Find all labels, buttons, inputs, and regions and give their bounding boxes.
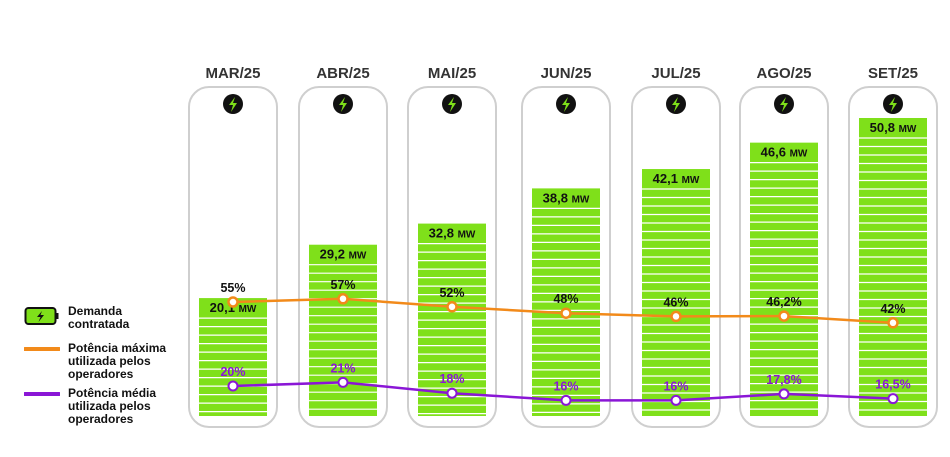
bar-value-label: 42,1 MW [653,171,700,186]
avg-power-point [337,376,349,388]
bar-value-label: 38,8 MW [543,190,590,205]
avg-power-point [887,393,899,405]
avg-power-label: 20% [220,365,245,379]
avg-power-label: 17,8% [766,373,801,387]
avg-power-label: 16% [663,379,688,393]
max-power-label: 42% [880,302,905,316]
battery-icon [24,307,59,325]
purple-line-swatch [24,392,60,396]
max-power-label: 52% [439,286,464,300]
month-label: JUL/25 [651,65,700,82]
max-power-label: 48% [553,292,578,306]
bar [309,244,377,416]
bar [199,298,267,416]
avg-power-point [446,387,458,399]
max-power-label: 46% [663,295,688,309]
bolt-icon [339,97,347,112]
bar-value-label: 46,6 MW [761,145,808,160]
month-label: AGO/25 [756,65,811,82]
bar [859,118,927,416]
bolt-icon [562,97,570,112]
legend-potencia-media: Potência média utilizada pelos operadore… [24,387,184,426]
legend-potencia-maxima: Potência máxima utilizada pelos operador… [24,342,184,381]
avg-power-point [560,394,572,406]
month-label: JUN/25 [541,65,592,82]
avg-power-point [670,394,682,406]
avg-power-point [778,388,790,400]
max-power-point [670,310,682,323]
bar-value-label: 29,2 MW [320,247,367,262]
bar-value-label: 50,8 MW [870,120,917,135]
max-power-point [560,307,572,319]
max-power-point [446,301,458,313]
avg-power-label: 16,5% [875,378,910,392]
month-label: MAI/25 [428,65,476,82]
max-power-label: 57% [330,278,355,292]
legend-demanda-contratada: Demanda contratada [24,305,184,331]
month-label: ABR/25 [316,65,369,82]
legend-label: Potência média utilizada pelos operadore… [68,386,157,426]
month-label: SET/25 [868,65,918,82]
bolt-icon [889,97,897,112]
bar [642,169,710,416]
max-power-point [337,293,349,305]
month-label: MAR/25 [205,65,260,82]
legend-label: Demanda contratada [68,304,130,331]
avg-power-point [227,380,239,392]
max-power-label: 55% [220,281,245,295]
bolt-icon [780,97,788,112]
legend-label: Potência máxima utilizada pelos operador… [68,341,167,381]
max-power-point [778,310,790,322]
bolt-icon [672,97,680,112]
bolt-icon [229,97,237,112]
orange-line-swatch [24,347,60,351]
avg-power-label: 16% [553,379,578,393]
bolt-icon [448,97,456,112]
max-power-label: 46,2% [766,295,801,309]
max-power-point [887,317,899,329]
bar-value-label: 32,8 MW [429,226,476,241]
max-power-point [227,296,239,308]
avg-power-label: 18% [439,372,464,386]
avg-power-label: 21% [330,361,355,375]
